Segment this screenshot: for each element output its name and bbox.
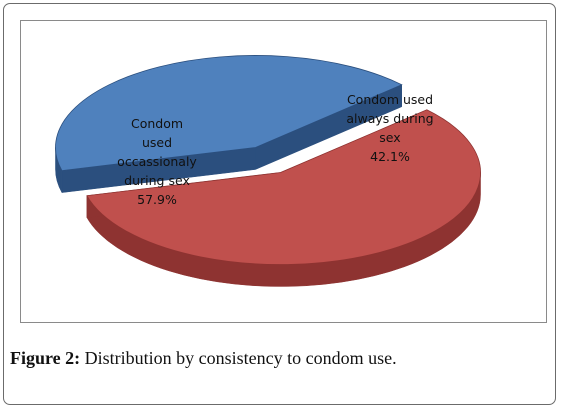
slice-label-line: Condom used	[347, 92, 433, 107]
slice-value-label: 42.1%	[370, 149, 410, 164]
slice-label-line: Condom	[131, 116, 183, 131]
figure-label: Figure 2:	[10, 348, 81, 368]
slice-value-label: 57.9%	[137, 192, 177, 207]
slice-label-line: always during	[346, 111, 433, 126]
pie-slice-side-2	[55, 84, 403, 194]
slice-label-1: Condom used occassionaly during sex 57.9%	[117, 116, 197, 207]
slice-label-line: used	[142, 135, 172, 150]
caption-text: Distribution by consistency to condom us…	[80, 348, 397, 368]
figure-caption: Figure 2: Distribution by consistency to…	[10, 348, 550, 369]
pie-slice-2	[55, 55, 403, 172]
slice-label-line: sex	[379, 130, 400, 145]
slice-label-2: Condom used always during sex 42.1%	[346, 92, 433, 164]
pie-slice-1	[86, 109, 481, 265]
slice-label-line: during sex	[124, 173, 190, 188]
slice-label-line: occassionaly	[117, 154, 197, 169]
